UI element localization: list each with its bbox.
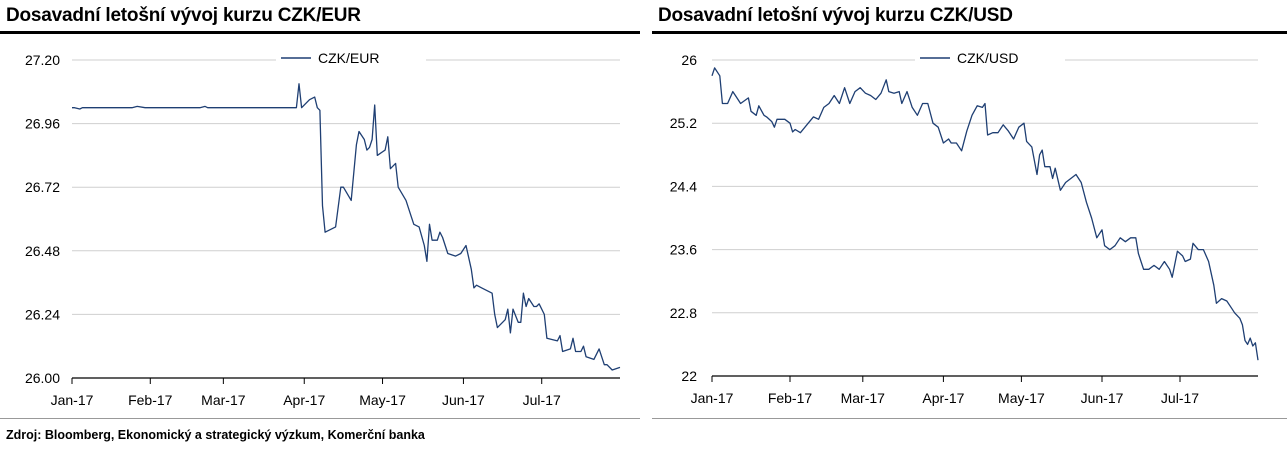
title-rule bbox=[0, 31, 640, 34]
source-note: Zdroj: Bloomberg, Ekonomický a strategic… bbox=[6, 428, 425, 442]
x-tick-label: Feb-17 bbox=[128, 392, 173, 408]
y-tick-label: 25.2 bbox=[670, 115, 697, 131]
legend-label: CZK/EUR bbox=[318, 50, 379, 66]
series-line-czk-usd bbox=[711, 67, 1259, 361]
x-tick-label: Jan-17 bbox=[691, 390, 734, 406]
x-tick-label: Jul-17 bbox=[523, 392, 561, 408]
y-tick-label: 26.96 bbox=[25, 116, 60, 132]
x-tick-label: Jul-17 bbox=[1161, 390, 1199, 406]
legend-label: CZK/USD bbox=[957, 50, 1018, 66]
panel-divider bbox=[652, 418, 1287, 419]
panel-divider bbox=[0, 418, 640, 419]
y-tick-label: 26.48 bbox=[25, 243, 60, 259]
x-tick-label: Jan-17 bbox=[51, 392, 94, 408]
title-rule bbox=[652, 31, 1287, 34]
y-tick-label: 23.6 bbox=[670, 242, 697, 258]
x-tick-label: May-17 bbox=[359, 392, 406, 408]
y-tick-label: 22 bbox=[681, 368, 697, 384]
y-tick-label: 27.20 bbox=[25, 52, 60, 68]
legend-background bbox=[276, 48, 426, 68]
y-tick-label: 22.8 bbox=[670, 305, 697, 321]
legend-background bbox=[915, 48, 1065, 68]
x-tick-label: Mar-17 bbox=[201, 392, 246, 408]
x-tick-label: Jun-17 bbox=[1081, 390, 1124, 406]
y-tick-label: 26.72 bbox=[25, 179, 60, 195]
y-tick-label: 26.24 bbox=[25, 306, 60, 322]
x-tick-label: May-17 bbox=[998, 390, 1045, 406]
y-tick-label: 26.00 bbox=[25, 370, 60, 386]
chart-title: Dosavadní letošní vývoj kurzu CZK/EUR bbox=[6, 5, 361, 26]
x-tick-label: Apr-17 bbox=[922, 390, 964, 406]
y-tick-label: 26 bbox=[681, 52, 697, 68]
x-tick-label: Apr-17 bbox=[283, 392, 325, 408]
x-tick-label: Mar-17 bbox=[841, 390, 886, 406]
series-line-czk-eur bbox=[72, 83, 621, 371]
x-tick-label: Feb-17 bbox=[768, 390, 813, 406]
chart-panel-czk-usd: Dosavadní letošní vývoj kurzu CZK/USD 26… bbox=[652, 0, 1287, 420]
chart-title: Dosavadní letošní vývoj kurzu CZK/USD bbox=[658, 5, 1013, 26]
y-tick-label: 24.4 bbox=[670, 178, 697, 194]
czk-usd-line-chart: 26 25.2 24.4 23.6 22.8 22 Jan-17 Feb-17 Mar-17 Ap… bbox=[670, 48, 1259, 406]
czk-eur-line-chart: 27.20 26.96 26.72 26.48 26.24 26.00 Jan-17 Feb-… bbox=[25, 48, 621, 408]
x-tick-label: Jun-17 bbox=[442, 392, 485, 408]
chart-panel-czk-eur: Dosavadní letošní vývoj kurzu CZK/EUR 27… bbox=[0, 0, 640, 420]
